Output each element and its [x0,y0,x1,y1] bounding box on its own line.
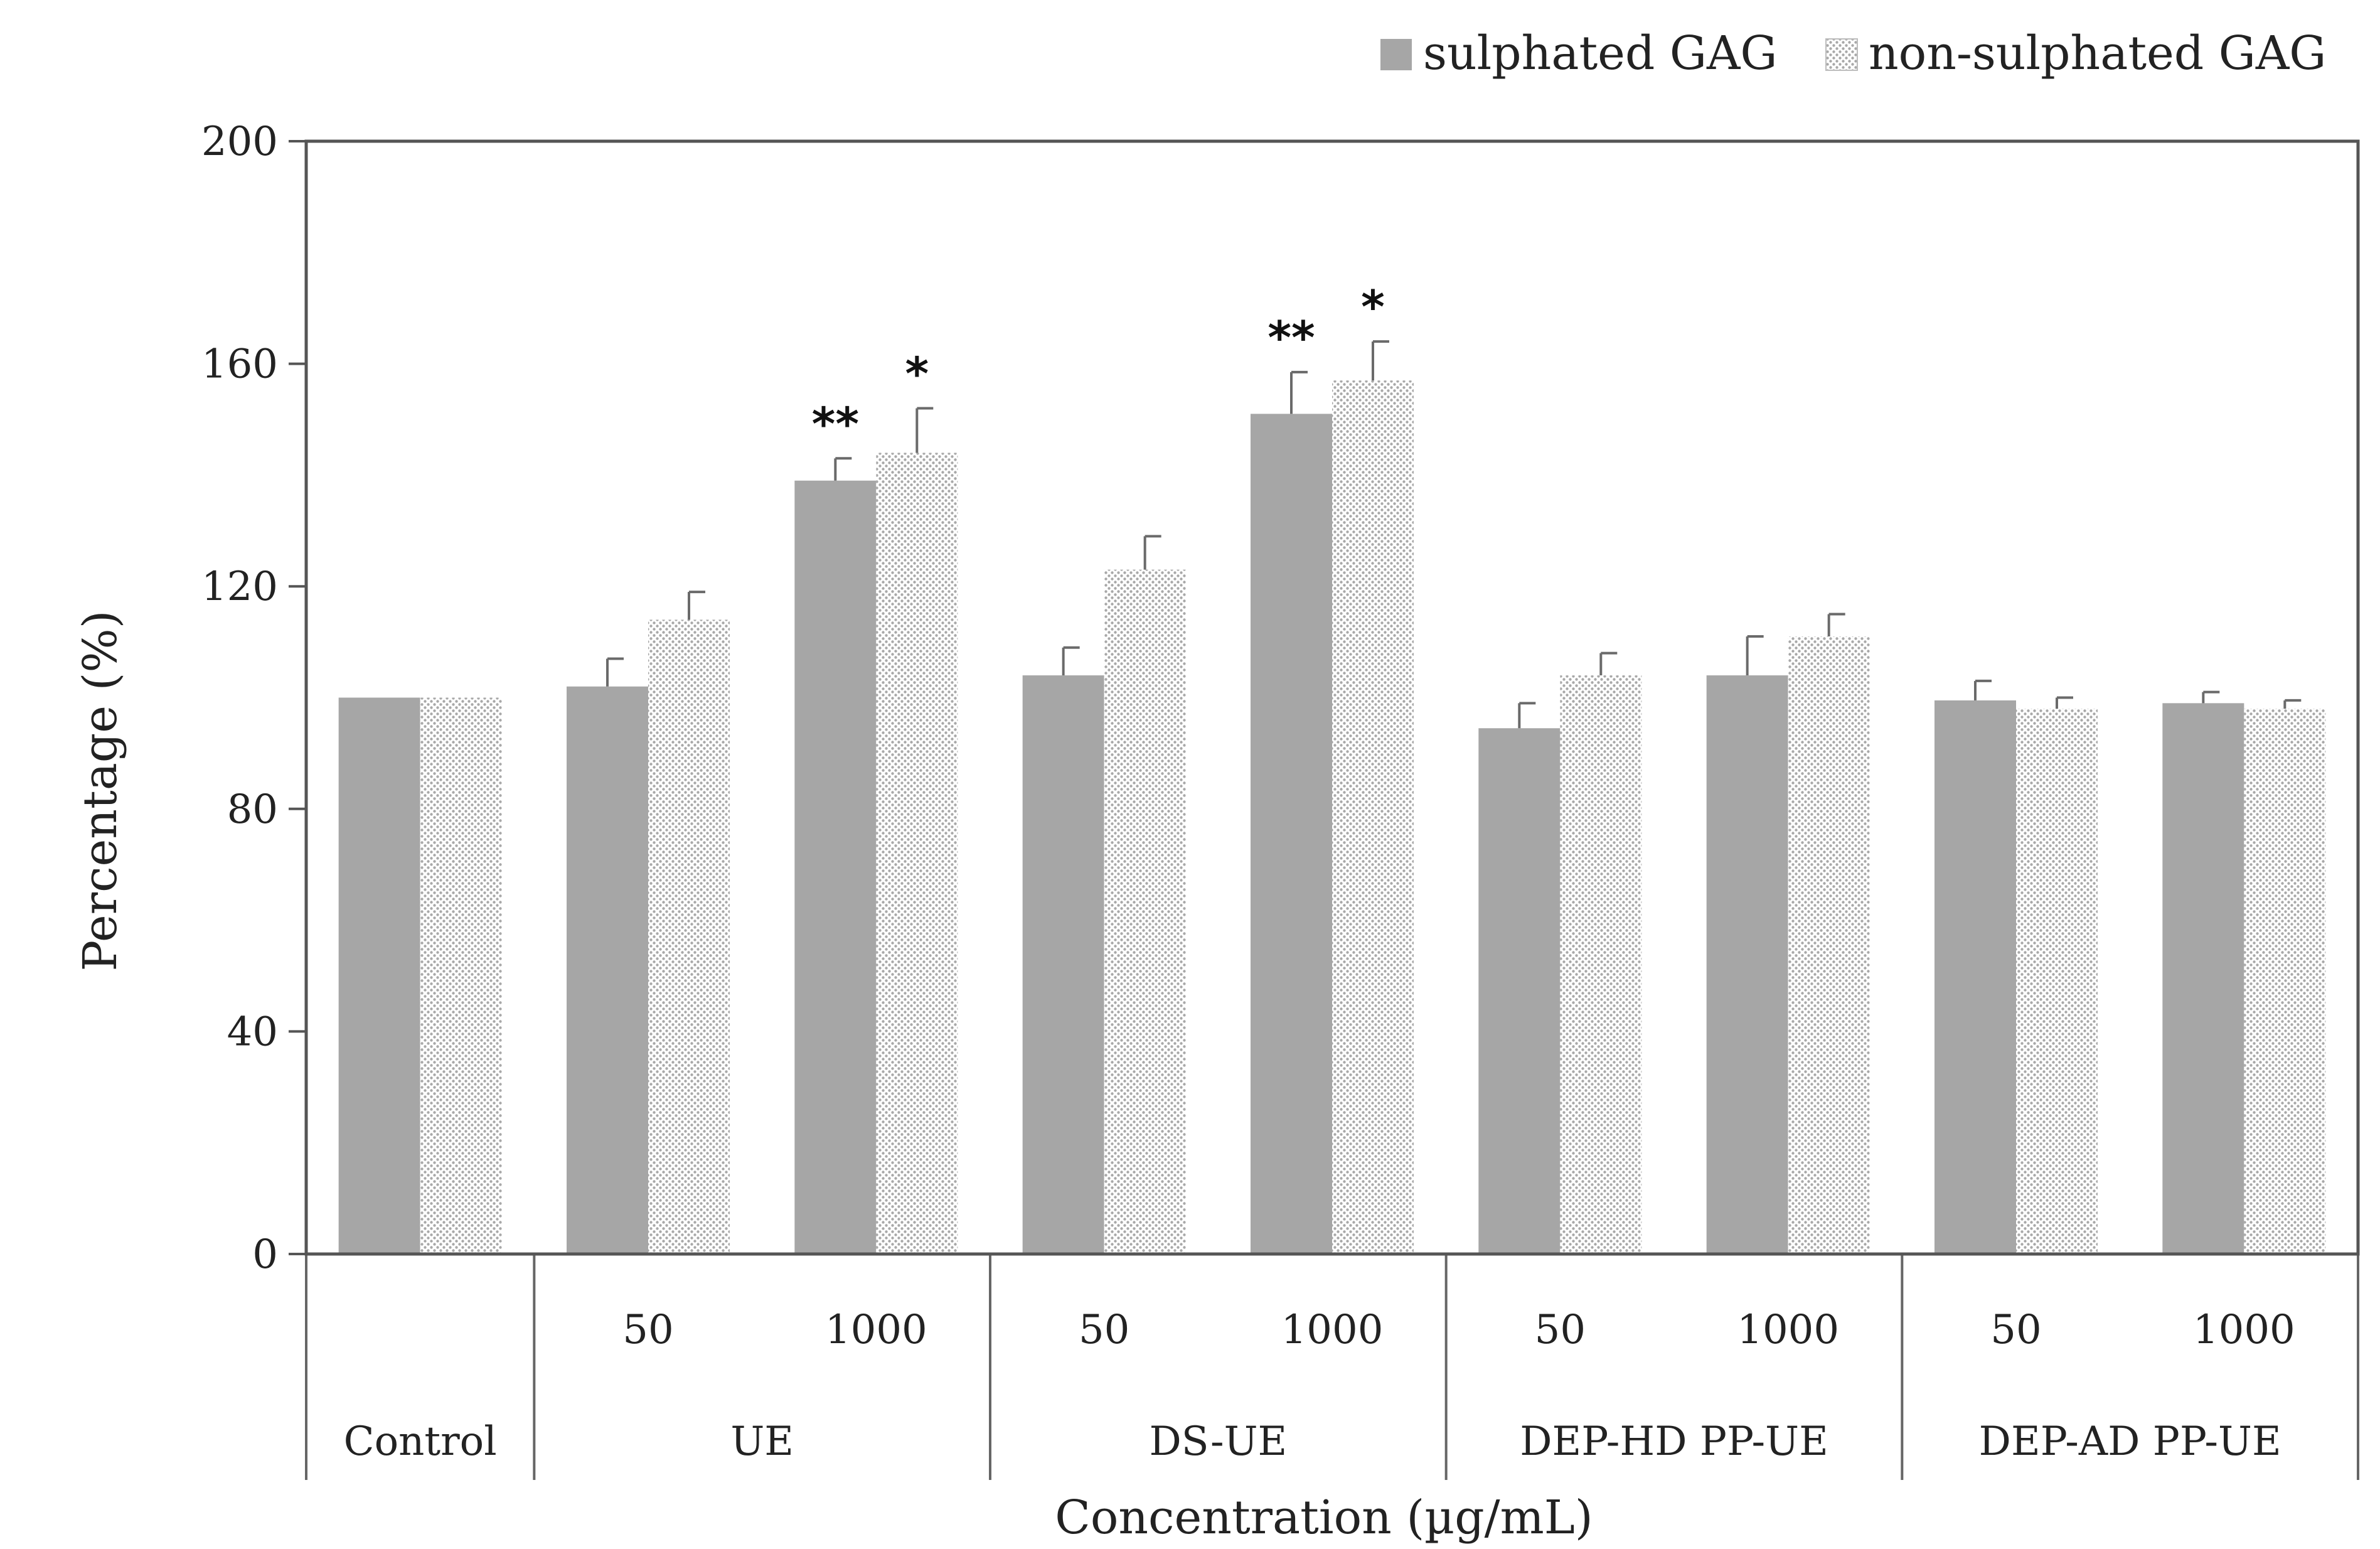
bar-non-sulphated [2244,709,2326,1254]
legend: sulphated GAG non-sulphated GAG [1380,26,2326,80]
plot-frame [304,139,2360,1256]
x-group-label: DS-UE [1149,1418,1287,1465]
y-tick-label: 40 [227,1009,278,1055]
x-group-label: DEP-HD PP-UE [1520,1418,1828,1465]
x-concentration-label: 1000 [1281,1307,1384,1353]
bar-sulphated [1022,675,1104,1254]
y-tick-label: 0 [252,1231,278,1278]
bar-non-sulphated [1560,675,1642,1254]
y-tick-label: 120 [201,564,278,610]
bar-sulphated [794,480,877,1254]
bar-sulphated [1478,728,1561,1254]
significance-marker: * [905,348,929,400]
bar-non-sulphated [876,453,958,1255]
significance-marker: ** [812,397,859,450]
significance-marker: * [1361,281,1385,333]
bar-sulphated [2162,703,2244,1254]
x-concentration-label: 1000 [1737,1307,1839,1353]
legend-label-sulphated: sulphated GAG [1423,26,1778,80]
bar-sulphated [338,697,420,1254]
bar-non-sulphated [1788,636,1870,1254]
x-concentration-label: 50 [1990,1307,2041,1353]
legend-label-non-sulphated: non-sulphated GAG [1869,26,2326,80]
x-concentration-label: 50 [1079,1307,1129,1353]
bars: ****** [338,281,2326,1255]
bar-sulphated [567,686,648,1254]
significance-marker: ** [1267,311,1315,364]
bar-sulphated [1706,675,1788,1254]
y-tick-label: 160 [201,341,278,388]
bar-non-sulphated [2016,709,2098,1254]
x-axis-title: Concentration (µg/mL) [1055,1491,1593,1545]
x-concentration-label: 1000 [2193,1307,2295,1353]
bar-sulphated [1251,414,1332,1254]
y-axis: 0 40 80 120 160 200 [201,119,306,1278]
x-group-label: UE [730,1418,794,1465]
y-axis-title: Percentage (%) [73,610,127,971]
x-concentration-label: 50 [1535,1307,1586,1353]
bar-non-sulphated [648,619,730,1254]
y-tick-label: 80 [227,786,278,833]
bar-sulphated [1934,700,2016,1254]
x-axis: 50 1000 50 1000 50 1000 50 1000 Control UE DS-UE DE… [305,1254,2359,1480]
bar-non-sulphated [1104,569,1186,1254]
x-group-label: DEP-AD PP-UE [1979,1418,2281,1465]
legend-swatch-sulphated [1380,39,1412,70]
bar-non-sulphated [420,697,502,1254]
bar-non-sulphated [1332,380,1414,1254]
x-group-label: Control [344,1418,497,1465]
x-concentration-label: 1000 [825,1307,927,1353]
y-tick-label: 200 [201,119,278,165]
x-concentration-label: 50 [622,1307,673,1353]
legend-swatch-non-sulphated [1825,38,1858,71]
